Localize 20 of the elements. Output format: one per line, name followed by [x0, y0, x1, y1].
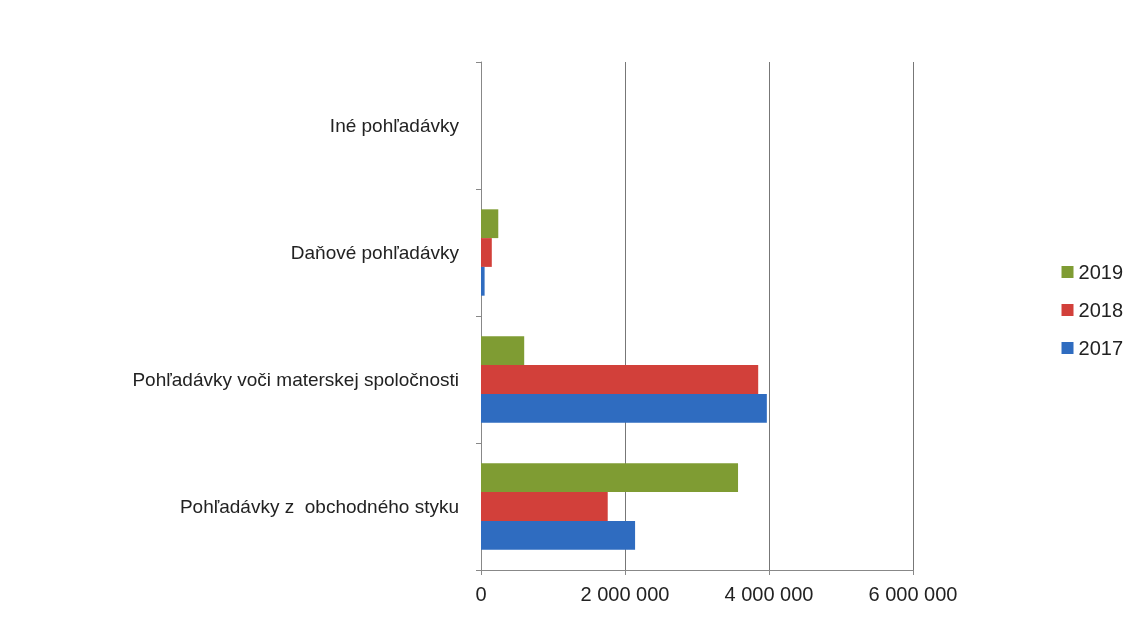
- y-tick-label: Iné pohľadávky: [329, 115, 460, 136]
- y-tick-label: Daňové pohľadávky: [290, 242, 460, 263]
- bar: [481, 336, 525, 366]
- x-tick-label: 4 000 000: [724, 583, 814, 605]
- y-tick-label: Pohľadávky z obchodného styku: [179, 496, 459, 517]
- x-tick-label: 0: [475, 583, 487, 605]
- x-tick-label: 6 000 000: [868, 583, 958, 605]
- x-tick-label: 2 000 000: [580, 583, 670, 605]
- bar: [481, 393, 767, 423]
- y-tick-label: Pohľadávky voči materskej spoločnosti: [132, 369, 459, 390]
- bar: [481, 492, 608, 521]
- bar: [481, 463, 739, 493]
- bar: [481, 266, 485, 296]
- bar: [481, 365, 759, 394]
- bar: [481, 238, 492, 267]
- bar: [481, 209, 499, 239]
- legend-label: 2019: [1078, 261, 1124, 283]
- legend-label: 2018: [1078, 299, 1124, 321]
- bar: [481, 520, 636, 550]
- legend-label: 2017: [1078, 337, 1124, 359]
